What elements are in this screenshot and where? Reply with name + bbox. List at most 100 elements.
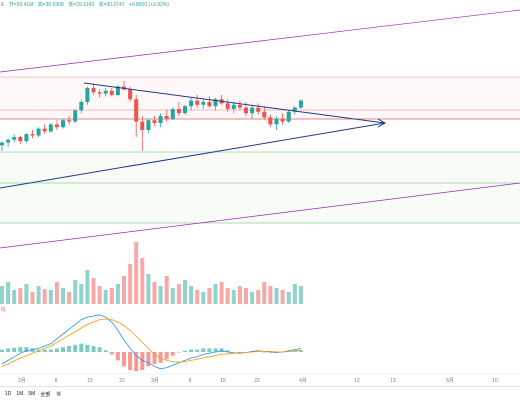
macd-hist-bar [140, 352, 145, 370]
candle-body [97, 92, 102, 94]
support-zone [0, 152, 520, 223]
volume-bar [48, 290, 53, 304]
macd-hist-bar [213, 348, 218, 352]
candle-body [109, 90, 114, 95]
macd-hist-bar [6, 348, 11, 352]
volume-bar [152, 282, 157, 304]
volume-bar [189, 286, 194, 304]
candle-body [128, 89, 133, 100]
macd-hist-bar [97, 347, 102, 352]
macd-hist-bar [201, 348, 206, 352]
volume-bar [12, 290, 17, 304]
volume-bar [128, 264, 133, 304]
candle-body [42, 128, 47, 132]
range-5m[interactable]: 5M [28, 391, 36, 397]
volume-bar [170, 288, 175, 304]
candle-body [201, 102, 206, 105]
range-all[interactable]: 全部 [40, 391, 51, 398]
candle-body [292, 107, 297, 112]
channel-upper [0, 9, 520, 73]
macd-hist-bar [128, 352, 133, 370]
candle-body [274, 118, 279, 125]
volume-bar [164, 276, 169, 304]
candle-body [140, 121, 145, 130]
volume-bar [6, 282, 11, 304]
candle-body [237, 104, 242, 108]
close-value: 收=30.2747 [98, 2, 125, 8]
candle-body [280, 118, 285, 122]
x-tick-label: 15 [220, 378, 226, 384]
range-1m[interactable]: 1M [16, 391, 24, 397]
candle-body [134, 99, 139, 122]
candle-body [244, 107, 248, 114]
high-value: 高=30.6308 [37, 2, 64, 8]
macd-hist-bar [219, 348, 224, 352]
macd-hist-bar [12, 347, 17, 352]
volume-bar [231, 290, 236, 304]
volume-bar [85, 270, 90, 304]
volume-bar [140, 258, 145, 304]
volume-bar [0, 286, 4, 304]
resistance-zone [0, 77, 520, 119]
volume-bar [79, 284, 84, 304]
volume-bar [298, 286, 303, 304]
candle-body [54, 124, 59, 128]
candle-body [176, 109, 181, 114]
volume-bar [61, 288, 65, 304]
macd-hist-bar [183, 350, 187, 352]
candle-body [79, 102, 84, 111]
price-levels [0, 76, 520, 224]
signal-line [1, 318, 301, 367]
candle-body [207, 102, 212, 107]
calendar-icon[interactable]: ▦ [56, 391, 62, 397]
macd-label: 6) [1, 307, 6, 313]
volume-bar [158, 286, 163, 304]
volume-bar [115, 284, 120, 304]
x-tick-label: 3月 [151, 378, 159, 384]
candle-body [48, 124, 53, 132]
macd-hist-bar [0, 349, 4, 352]
macd-hist-bar [54, 348, 59, 352]
x-tick-label: 8 [189, 378, 192, 384]
macd-hist-bar [42, 349, 47, 352]
macd-hist-bar [158, 352, 163, 363]
volume-bar [195, 290, 200, 304]
candle-body [18, 137, 23, 142]
chart-canvas[interactable]: 2月 8 15 22 3月 8 15 22 4月 12 19 5月 10 [0, 0, 520, 386]
volume-bar [30, 292, 35, 304]
candle-body [286, 111, 291, 122]
volume-bar [207, 288, 212, 304]
volume-bar [122, 276, 126, 304]
x-tick-label: 5月 [446, 378, 454, 384]
macd-hist-bar [79, 343, 84, 352]
candle-body [225, 103, 230, 109]
volume-bar [256, 290, 261, 304]
macd-hist-bar [189, 349, 194, 352]
volume-bar [201, 292, 206, 304]
volume-bar [280, 290, 285, 304]
volume-bar [225, 288, 230, 304]
volume-bar [67, 292, 72, 304]
volume-bar [274, 288, 279, 304]
x-tick-label: 19 [390, 378, 396, 384]
x-axis: 2月 8 15 22 3月 8 15 22 4月 12 19 5月 10 [0, 373, 520, 384]
channel-lower [0, 182, 520, 249]
range-1d[interactable]: 1D [5, 391, 12, 397]
x-tick-label: 2月 [18, 378, 26, 384]
candle-body [183, 106, 187, 114]
low-value: 低=29.3143 [68, 2, 95, 8]
change-value: +0.8550 (+2.92%) [128, 2, 169, 8]
candle-body [298, 100, 303, 108]
macd-hist-bar [195, 349, 200, 352]
volume-bar [42, 289, 47, 304]
volume-bar [244, 288, 248, 304]
open-value: 开=29.41M [8, 2, 34, 8]
macd-hist-bar [292, 350, 297, 352]
macd-hist-bar [30, 348, 35, 352]
volume-bar [262, 282, 267, 304]
volume-bar [268, 286, 273, 304]
candle-body [61, 120, 65, 128]
triangle-drawing[interactable] [0, 82, 387, 189]
candlestick-series [0, 81, 303, 151]
macd-hist-bar [67, 346, 72, 352]
